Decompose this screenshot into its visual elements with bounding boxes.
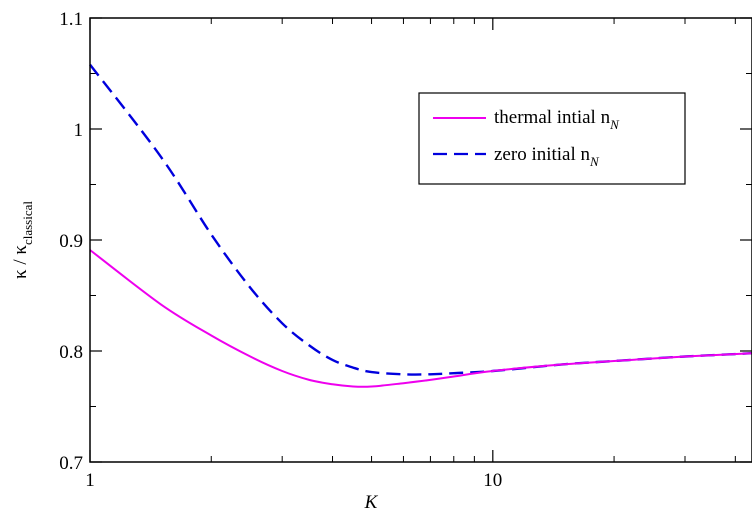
legend-box [418, 92, 686, 185]
x-axis-label: K [364, 492, 379, 513]
legend-label-thermal: thermal intial nN [494, 107, 620, 132]
y-tick-label: 0.8 [59, 342, 83, 363]
x-tick-label: 10 [483, 470, 502, 491]
y-tick-label: 1.1 [59, 9, 83, 30]
series-group [89, 63, 752, 388]
y-tick-label: 0.7 [59, 453, 83, 474]
y-axis-label-main: κ / κ [10, 245, 31, 279]
legend-label-zero: zero initial nN [494, 144, 600, 169]
x-tick-label: 1 [85, 470, 95, 491]
series-line-thermal [89, 249, 752, 388]
plot-frame [89, 17, 752, 463]
y-tick-label: 1 [74, 120, 84, 141]
y-axis-label-subscript: classical [20, 201, 35, 245]
y-tick-label: 0.9 [59, 231, 83, 252]
axis-ticks: 1 10 0.7 0.8 0.9 1 1.1 [59, 9, 752, 491]
legend: thermal intial nN zero initial nN [418, 92, 686, 185]
y-axis-label: κ / κclassical [10, 201, 35, 279]
